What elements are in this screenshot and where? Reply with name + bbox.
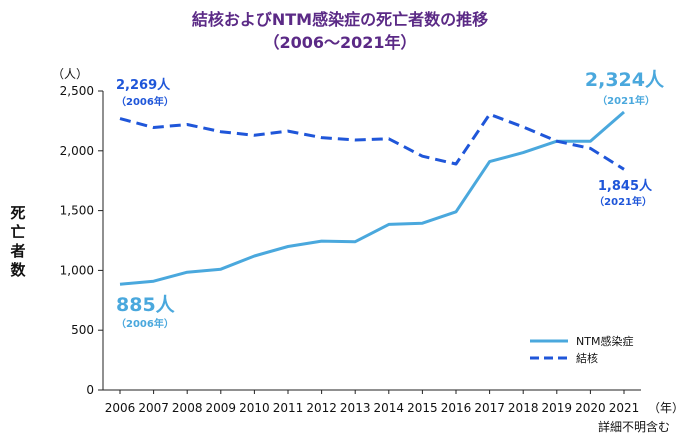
ntm-start-value: 885人 (116, 294, 176, 316)
x-tick-label: 2013 (340, 401, 371, 415)
y-axis-label-char: 数 (10, 261, 26, 279)
y-axis-label-char: 者 (10, 242, 25, 260)
annotation-ntm-start: 885人 （2006年） (116, 294, 176, 330)
x-tick-label: 2011 (273, 401, 304, 415)
x-axis-unit: （年） (648, 401, 680, 415)
annotation-ntm-end: 2,324人 （2021年） (585, 69, 665, 107)
x-tick-label: 2020 (575, 401, 606, 415)
ntm-end-value: 2,324人 (585, 69, 665, 91)
x-ticks: 2006 2007 2008 2009 2010 2011 2012 2013 2014 2015… (105, 390, 640, 415)
chart-title: 結核およびNTM感染症の死亡者数の推移 (192, 10, 488, 29)
axes (102, 91, 641, 391)
x-tick-label: 2010 (239, 401, 270, 415)
legend-label: 結核 (576, 351, 598, 365)
x-tick-label: 2018 (508, 401, 539, 415)
y-axis-unit: （人） (52, 67, 88, 81)
x-tick-label: 2009 (206, 401, 237, 415)
series-lines (119, 110, 625, 286)
ntm-start-year: （2006年） (116, 317, 174, 330)
legend-label: NTM感染症 (576, 334, 633, 348)
x-tick-label: 2006 (105, 401, 136, 415)
footnote: 詳細不明含む (598, 419, 670, 434)
ntm-end-year: （2021年） (597, 94, 655, 107)
x-tick-label: 2017 (474, 401, 505, 415)
x-tick-label: 2019 (542, 401, 573, 415)
y-tick-label: 500 (71, 323, 94, 337)
y-axis-label-char: 死 (10, 204, 25, 222)
chart-subtitle: （2006〜2021年） (263, 33, 416, 52)
tb-end-value: 1,845人 (598, 178, 653, 194)
x-tick-label: 2008 (172, 401, 203, 415)
x-tick-label: 2014 (374, 401, 405, 415)
tb-start-value: 2,269人 (116, 77, 171, 93)
x-tick-label: 2012 (306, 401, 337, 415)
y-axis-label: 死亡者数 (10, 204, 26, 279)
y-tick-label: 1,000 (60, 263, 94, 277)
y-ticks: 0 500 1,000 1,500 2,000 2,500 (60, 84, 103, 397)
tb-start-year: （2006年） (116, 95, 174, 108)
y-tick-label: 2,500 (60, 84, 94, 98)
x-tick-label: 2021 (609, 401, 640, 415)
x-tick-label: 2007 (138, 401, 169, 415)
annotation-tb-end: 1,845人 （2021年） (594, 178, 653, 208)
y-tick-label: 2,000 (60, 144, 94, 158)
tb-end-year: （2021年） (594, 195, 652, 208)
x-tick-label: 2015 (407, 401, 438, 415)
x-tick-label: 2016 (441, 401, 472, 415)
y-tick-label: 0 (86, 383, 94, 397)
annotation-tb-start: 2,269人 （2006年） (116, 77, 174, 108)
y-axis-label-char: 亡 (10, 223, 25, 241)
series-line-tb (119, 112, 625, 171)
series-line-ntm (119, 110, 625, 286)
y-tick-label: 1,500 (60, 204, 94, 218)
